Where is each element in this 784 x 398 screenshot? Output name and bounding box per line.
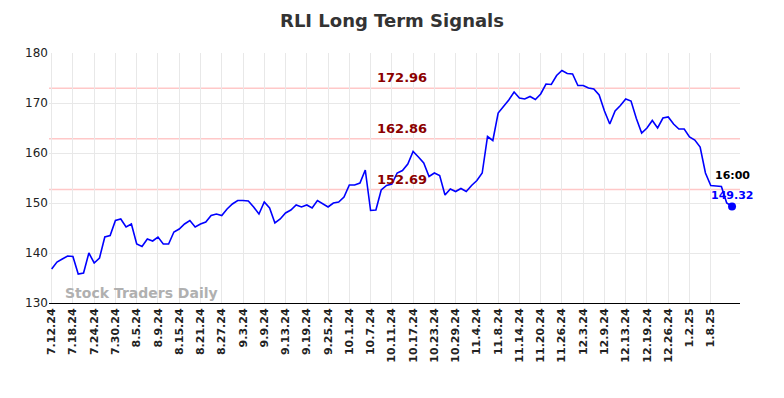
svg-text:7.12.24: 7.12.24: [45, 308, 58, 355]
svg-text:11.20.24: 11.20.24: [534, 308, 547, 363]
svg-text:140: 140: [25, 246, 48, 260]
svg-text:8.15.24: 8.15.24: [173, 308, 186, 355]
svg-text:9.9.24: 9.9.24: [258, 308, 271, 347]
svg-text:Stock Traders Daily: Stock Traders Daily: [65, 285, 218, 301]
svg-text:152.69: 152.69: [377, 172, 427, 187]
svg-text:12.9.24: 12.9.24: [598, 308, 611, 355]
svg-text:10.23.24: 10.23.24: [428, 308, 441, 363]
svg-text:11.14.24: 11.14.24: [513, 308, 526, 363]
svg-text:12.13.24: 12.13.24: [619, 308, 632, 363]
svg-text:11.26.24: 11.26.24: [556, 308, 569, 363]
svg-text:149.32: 149.32: [711, 189, 753, 202]
svg-text:162.86: 162.86: [377, 121, 427, 136]
svg-text:7.18.24: 7.18.24: [66, 308, 79, 355]
svg-text:10.1.24: 10.1.24: [343, 308, 356, 355]
svg-text:12.19.24: 12.19.24: [641, 308, 654, 363]
svg-text:16:00: 16:00: [715, 169, 750, 182]
svg-text:1.8.25: 1.8.25: [704, 308, 717, 347]
svg-text:9.19.24: 9.19.24: [300, 308, 313, 355]
svg-text:160: 160: [25, 146, 48, 160]
svg-text:11.8.24: 11.8.24: [492, 308, 505, 355]
svg-text:RLI Long Term Signals: RLI Long Term Signals: [280, 10, 504, 31]
svg-text:8.27.24: 8.27.24: [215, 308, 228, 355]
svg-text:10.29.24: 10.29.24: [449, 308, 462, 363]
svg-text:10.11.24: 10.11.24: [385, 308, 398, 363]
svg-text:170: 170: [25, 96, 48, 110]
svg-text:8.9.24: 8.9.24: [152, 308, 165, 347]
svg-text:9.25.24: 9.25.24: [322, 308, 335, 355]
svg-text:130: 130: [25, 296, 48, 310]
svg-text:12.3.24: 12.3.24: [577, 308, 590, 355]
svg-text:7.24.24: 7.24.24: [88, 308, 101, 355]
svg-text:8.5.24: 8.5.24: [130, 308, 143, 347]
svg-text:172.96: 172.96: [377, 70, 427, 85]
svg-text:10.7.24: 10.7.24: [364, 308, 377, 355]
svg-text:11.4.24: 11.4.24: [470, 308, 483, 355]
svg-text:1.2.25: 1.2.25: [683, 308, 696, 347]
svg-text:8.21.24: 8.21.24: [194, 308, 207, 355]
svg-text:180: 180: [25, 46, 48, 60]
svg-text:7.30.24: 7.30.24: [109, 308, 122, 355]
svg-text:9.13.24: 9.13.24: [279, 308, 292, 355]
svg-text:9.3.24: 9.3.24: [237, 308, 250, 347]
svg-text:10.17.24: 10.17.24: [407, 308, 420, 363]
svg-text:150: 150: [25, 196, 48, 210]
svg-text:12.26.24: 12.26.24: [662, 308, 675, 363]
